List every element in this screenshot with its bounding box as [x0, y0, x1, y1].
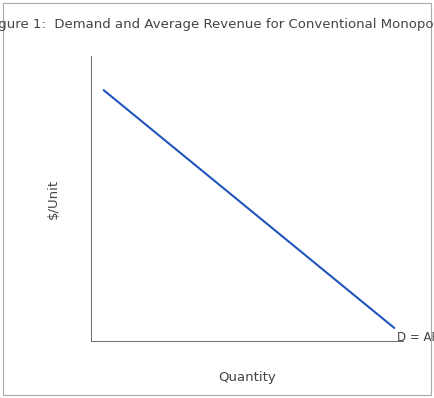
- Text: Quantity: Quantity: [218, 371, 276, 384]
- Text: Figure 1:  Demand and Average Revenue for Conventional Monopoly: Figure 1: Demand and Average Revenue for…: [0, 18, 434, 31]
- Text: $/Unit: $/Unit: [47, 179, 60, 219]
- Text: D = AR: D = AR: [398, 331, 434, 344]
